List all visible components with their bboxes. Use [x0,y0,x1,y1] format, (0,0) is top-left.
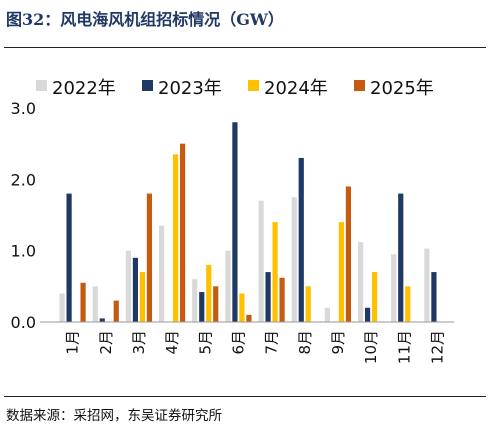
bar-3-11 [405,286,411,322]
bars [59,122,437,323]
x-tick-label: 2月 [97,330,115,355]
bar-1-8 [291,197,297,322]
bar-1-12 [424,248,430,322]
bar-3-5 [206,264,212,322]
bar-4-7 [279,277,285,322]
bar-2-10 [364,307,371,322]
x-tick-label: 9月 [329,330,347,355]
bar-2-5 [199,292,205,322]
bar-4-3 [146,193,153,322]
x-tick-label: 1月 [64,330,82,355]
bar-2-2 [99,318,105,322]
bar-1-5 [192,279,198,322]
legend-swatch-3 [248,80,259,91]
legend-label-4: 2025年 [370,78,434,99]
bar-1-11 [391,254,397,322]
legend-swatch-2 [142,80,153,91]
bar-3-3 [139,272,146,322]
chart-legend: 2022年 2023年 2024年 2025年 [36,78,434,99]
bar-2-8 [298,157,304,322]
y-tick-label: 1.0 [11,242,36,261]
bar-2-7 [265,272,271,322]
bar-4-9 [345,186,352,322]
bar-4-2 [113,300,119,322]
x-tick-label: 12月 [428,330,446,364]
y-tick-label: 3.0 [11,99,36,118]
bar-1-6 [225,250,231,322]
bar-2-12 [431,272,437,322]
bar-3-8 [305,286,311,322]
bar-4-4 [179,143,186,322]
legend-label-1: 2022年 [52,78,116,99]
legend-label-3: 2024年 [264,78,328,99]
x-tick-label: 8月 [296,330,314,355]
legend-swatch-4 [354,80,365,91]
x-tick-label: 10月 [362,330,380,364]
x-tick-label: 4月 [163,330,181,355]
y-tick-label: 2.0 [11,170,36,189]
bar-1-9 [324,307,331,322]
bar-2-11 [398,193,404,322]
x-tick-label: 3月 [130,330,148,355]
y-axis: 0.0 1.0 2.0 3.0 [11,99,36,332]
figure-title: 图32：风电海风机组招标情况（GW） [6,10,284,29]
y-tick-label: 0.0 [11,313,36,332]
bar-1-2 [92,286,98,322]
bar-1-3 [125,250,132,322]
source-divider [4,396,486,397]
bar-2-1 [66,193,72,322]
x-tick-label: 7月 [263,330,281,355]
title-divider [4,47,486,48]
bar-4-6 [246,314,252,322]
bar-1-4 [158,225,165,322]
legend-label-2: 2023年 [158,78,222,99]
x-tick-label: 5月 [196,330,214,355]
bar-1-10 [357,242,364,322]
bar-4-5 [213,286,219,322]
bar-2-3 [132,257,139,322]
bar-3-7 [272,222,278,322]
x-tick-label: 6月 [229,330,247,355]
bar-1-1 [59,293,65,322]
x-axis: 1月 2月 3月 4月 5月 6月 7月 8月 9月 10月 11月 12月 [40,321,454,364]
bar-4-1 [80,282,86,322]
figure-source: 数据来源：采招网，东吴证券研究所 [6,408,222,424]
legend-swatch-1 [36,80,47,91]
bar-3-6 [239,293,245,322]
x-tick-label: 11月 [395,330,413,364]
bar-1-7 [258,200,264,322]
bar-3-10 [371,272,378,322]
bar-3-9 [338,222,345,322]
bar-3-4 [172,154,179,322]
bar-2-6 [232,122,238,323]
